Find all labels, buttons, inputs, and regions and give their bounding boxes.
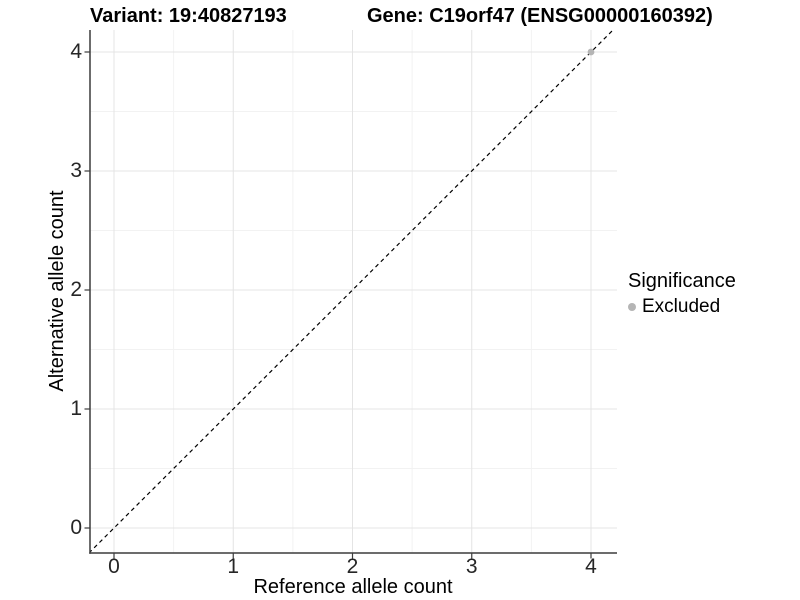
x-tick-label: 1	[227, 555, 240, 578]
y-tick-label: 3	[70, 159, 82, 182]
x-tick-label: 4	[585, 555, 597, 578]
y-tick-label: 1	[70, 397, 82, 420]
y-axis-title: Alternative allele count	[46, 190, 68, 392]
y-tick-label: 0	[70, 516, 82, 539]
x-axis-title: Reference allele count	[253, 576, 453, 598]
x-tick-label: 0	[108, 555, 120, 578]
y-tick-label: 2	[70, 278, 82, 301]
legend-item-label: Excluded	[642, 296, 721, 317]
gene-title: Gene: C19orf47 (ENSG00000160392)	[367, 5, 713, 27]
identity-line	[90, 30, 614, 553]
x-tick-label: 3	[465, 555, 478, 578]
data-point	[587, 48, 595, 56]
x-tick-label: 2	[346, 555, 359, 578]
excluded-point-icon	[628, 303, 636, 311]
legend-item-excluded: Excluded	[628, 296, 736, 318]
y-tick-label: 4	[70, 40, 82, 63]
legend-title: Significance	[628, 270, 736, 292]
plot-panel	[90, 30, 617, 553]
variant-title: Variant: 19:40827193	[90, 5, 287, 27]
legend: Significance Excluded	[628, 270, 736, 318]
